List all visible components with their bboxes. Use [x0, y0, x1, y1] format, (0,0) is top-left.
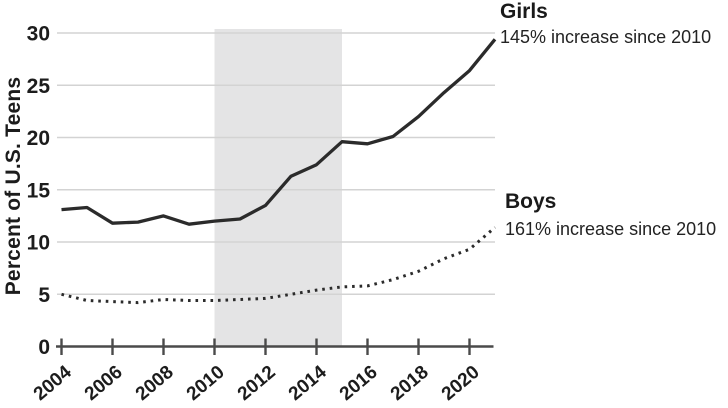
y-tick-label-5: 5: [38, 284, 50, 307]
y-tick-label-0: 0: [38, 336, 50, 359]
y-tick-label-15: 15: [27, 179, 51, 202]
x-tick-label-2010: 2010: [183, 362, 229, 405]
x-tick-label-2020: 2020: [438, 362, 484, 405]
x-tick-label-2018: 2018: [387, 362, 433, 405]
y-tick-label-30: 30: [27, 23, 50, 46]
y-tick-label-20: 20: [27, 127, 50, 150]
y-tick-label-25: 25: [27, 75, 51, 98]
girls-increase-note: 145% increase since 2010: [500, 27, 712, 47]
girls-series-label: Girls: [500, 0, 548, 23]
girls-line: [61, 38, 497, 226]
x-tick-label-2012: 2012: [234, 362, 280, 405]
y-tick-label-10: 10: [27, 232, 50, 255]
y-axis-title: Percent of U.S. Teens: [2, 76, 25, 296]
boys-increase-note: 161% increase since 2010: [505, 219, 717, 239]
x-tick-label-2006: 2006: [81, 362, 127, 405]
x-tick-label-2014: 2014: [285, 361, 331, 405]
x-tick-label-2008: 2008: [132, 362, 178, 405]
boys-line: [61, 226, 496, 305]
x-tick-label-2016: 2016: [336, 362, 382, 405]
x-tick-label-2004: 2004: [30, 361, 76, 405]
boys-series-label: Boys: [505, 190, 557, 213]
